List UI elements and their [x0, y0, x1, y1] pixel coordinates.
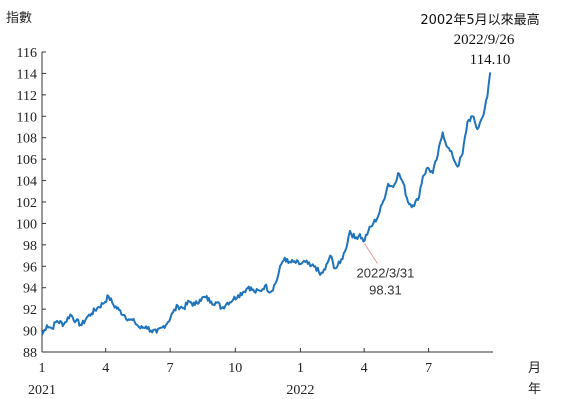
x-year-label: 2022	[286, 383, 314, 398]
y-tick-label: 92	[23, 303, 37, 318]
annotation-mar31-value: 98.31	[369, 283, 402, 298]
x-tick-label: 7	[167, 361, 174, 376]
x-tick-label: 4	[102, 361, 109, 376]
y-tick-label: 90	[23, 325, 37, 340]
y-tick-label: 108	[16, 132, 37, 147]
annotation-mar31-date: 2022/3/31	[357, 266, 415, 281]
x-tick-label: 4	[361, 361, 368, 376]
y-tick-label: 88	[23, 346, 37, 361]
y-tick-label: 96	[23, 260, 37, 275]
y-tick-label: 114	[17, 67, 37, 82]
y-axis-label: 指數	[6, 11, 32, 26]
y-tick-label: 110	[17, 110, 37, 125]
y-tick-label: 106	[16, 153, 37, 168]
annotation-pointer-line	[364, 243, 378, 264]
y-tick-label: 98	[23, 239, 37, 254]
annotation-peak-date: 2022/9/26	[454, 32, 515, 48]
annotations-layer: 2022/3/31 98.31 2002年5月以來最高 2022/9/26 11…	[357, 12, 540, 298]
y-tick-label: 112	[17, 89, 37, 104]
series-line	[41, 72, 492, 336]
x-tick-label: 1	[39, 361, 46, 376]
annotation-peak-value: 114.10	[470, 52, 511, 68]
y-axis: 88 90 92 94 96 98 100 102 104 106 108 110 112 114 116	[16, 46, 46, 361]
y-tick-label: 102	[16, 196, 37, 211]
annotation-peak-title: 2002年5月以來最高	[420, 12, 539, 28]
y-tick-label: 100	[16, 217, 37, 232]
y-tick-label: 116	[17, 46, 37, 61]
x-axis: 1 4 7 10 1 4 7 2021 2022	[28, 348, 493, 398]
x-tick-label: 1	[297, 361, 304, 376]
series-layer	[41, 72, 492, 336]
x-unit-year: 年	[528, 382, 541, 397]
x-tick-label: 10	[228, 361, 242, 376]
x-year-label: 2021	[28, 383, 56, 398]
y-tick-label: 104	[16, 175, 37, 190]
y-tick-label: 94	[23, 282, 37, 297]
x-unit-month: 月	[528, 361, 541, 376]
x-tick-label: 7	[425, 361, 432, 376]
